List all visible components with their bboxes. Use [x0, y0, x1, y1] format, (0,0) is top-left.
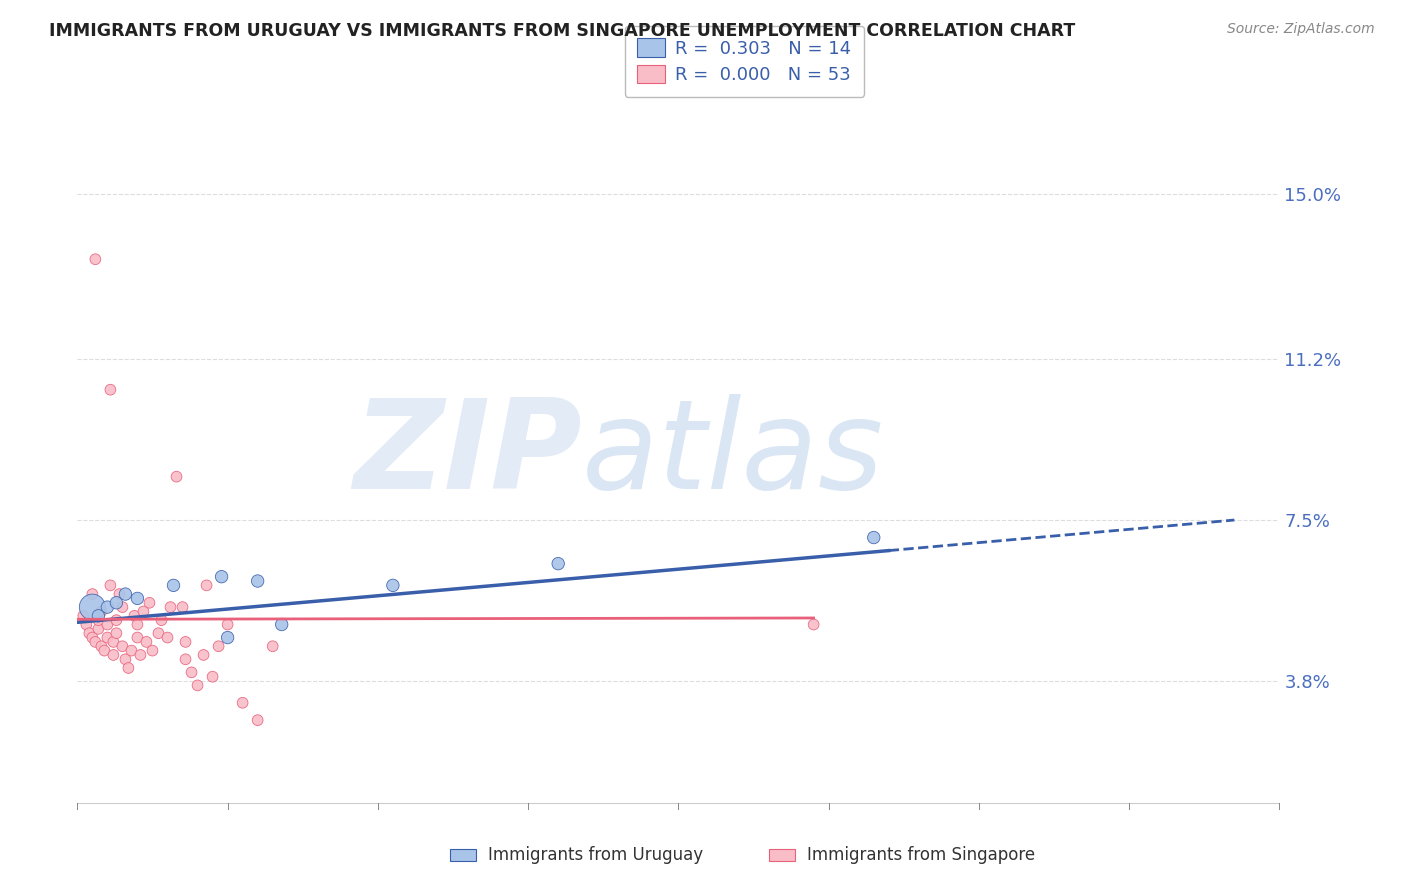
Point [150, 613, 173, 627]
Point [246, 713, 269, 727]
Point [195, 578, 218, 592]
Point [75, 617, 97, 632]
Point [211, 570, 233, 584]
Point [217, 617, 239, 632]
Text: Immigrants from Uruguay: Immigrants from Uruguay [488, 846, 703, 864]
Point [84, 635, 107, 649]
Text: Source: ZipAtlas.com: Source: ZipAtlas.com [1227, 22, 1375, 37]
Point [127, 617, 149, 632]
Point [246, 574, 269, 588]
Point [141, 643, 163, 657]
Point [96, 631, 118, 645]
Point [100, 383, 122, 397]
Point [159, 600, 181, 615]
Point [120, 643, 142, 657]
Point [114, 587, 136, 601]
Point [270, 617, 292, 632]
Point [232, 696, 254, 710]
Point [96, 600, 118, 615]
Point [174, 635, 197, 649]
Point [87, 613, 110, 627]
Point [105, 626, 128, 640]
Text: atlas: atlas [582, 394, 884, 516]
Point [138, 596, 160, 610]
Point [72, 608, 94, 623]
Point [135, 635, 157, 649]
Point [201, 670, 224, 684]
Point [172, 600, 194, 615]
Point [174, 652, 197, 666]
Legend: R =  0.303   N = 14, R =  0.000   N = 53: R = 0.303 N = 14, R = 0.000 N = 53 [624, 26, 865, 97]
Point [217, 631, 239, 645]
Point [156, 631, 179, 645]
FancyBboxPatch shape [450, 848, 477, 862]
Point [186, 678, 209, 692]
Point [96, 617, 118, 632]
Point [193, 648, 215, 662]
Point [166, 469, 188, 483]
Point [111, 639, 134, 653]
Point [803, 617, 825, 632]
Point [87, 622, 110, 636]
Point [127, 591, 149, 606]
Point [108, 587, 131, 601]
Point [87, 608, 110, 623]
Text: ZIP: ZIP [353, 394, 582, 516]
Point [90, 639, 112, 653]
Point [82, 587, 104, 601]
Point [105, 613, 128, 627]
Text: Immigrants from Singapore: Immigrants from Singapore [807, 846, 1035, 864]
Point [82, 600, 104, 615]
Point [129, 648, 152, 662]
Point [93, 643, 115, 657]
Point [381, 578, 404, 592]
Point [90, 605, 112, 619]
Point [207, 639, 229, 653]
Point [82, 631, 104, 645]
Point [180, 665, 202, 680]
Point [262, 639, 284, 653]
Point [103, 648, 125, 662]
Point [127, 631, 149, 645]
Point [100, 578, 122, 592]
Point [84, 252, 107, 267]
Point [105, 596, 128, 610]
Point [103, 635, 125, 649]
Point [547, 557, 569, 571]
Point [111, 600, 134, 615]
Point [132, 605, 155, 619]
Point [148, 626, 170, 640]
Text: IMMIGRANTS FROM URUGUAY VS IMMIGRANTS FROM SINGAPORE UNEMPLOYMENT CORRELATION CH: IMMIGRANTS FROM URUGUAY VS IMMIGRANTS FR… [49, 22, 1076, 40]
Point [79, 626, 101, 640]
Point [162, 578, 184, 592]
Point [862, 531, 884, 545]
Point [117, 661, 139, 675]
FancyBboxPatch shape [769, 848, 794, 862]
Point [124, 608, 146, 623]
Point [114, 652, 136, 666]
